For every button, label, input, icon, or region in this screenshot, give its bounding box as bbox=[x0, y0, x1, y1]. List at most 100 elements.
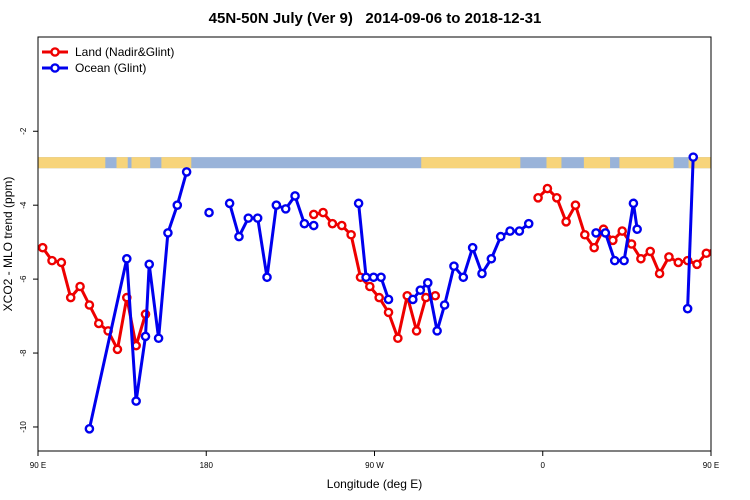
data-point bbox=[408, 294, 418, 305]
data-point bbox=[290, 191, 300, 201]
legend-item: Ocean (Glint) bbox=[42, 61, 146, 75]
data-point bbox=[664, 252, 674, 262]
data-point bbox=[580, 229, 590, 240]
y-tick-label: -4 bbox=[19, 201, 28, 209]
data-point bbox=[172, 200, 183, 210]
data-point bbox=[383, 307, 394, 318]
series-layer bbox=[38, 152, 738, 434]
data-point bbox=[361, 272, 371, 283]
data-point bbox=[495, 231, 506, 242]
legend-marker bbox=[50, 47, 60, 57]
data-point bbox=[327, 218, 338, 229]
data-point bbox=[439, 300, 450, 310]
data-point bbox=[84, 424, 95, 434]
data-point bbox=[589, 242, 599, 253]
data-point bbox=[688, 152, 699, 162]
data-point bbox=[600, 228, 611, 238]
data-point bbox=[376, 272, 386, 283]
map-land-segment bbox=[546, 157, 562, 169]
data-point bbox=[486, 253, 497, 264]
data-point bbox=[682, 303, 693, 314]
data-point bbox=[308, 220, 319, 231]
x-tick-label: 90 W bbox=[365, 461, 384, 470]
data-point bbox=[542, 183, 553, 194]
map-land-segment bbox=[131, 157, 151, 169]
data-point bbox=[421, 292, 431, 303]
x-tick-label: 180 bbox=[200, 461, 214, 470]
data-point bbox=[84, 300, 95, 310]
data-point bbox=[280, 204, 291, 214]
data-point bbox=[112, 344, 123, 355]
data-point bbox=[654, 268, 665, 279]
map-land-segment bbox=[688, 157, 711, 169]
data-point bbox=[144, 259, 155, 270]
series-land bbox=[38, 183, 738, 355]
data-point bbox=[617, 226, 628, 236]
data-point bbox=[353, 198, 364, 209]
data-point bbox=[336, 220, 347, 231]
series-line bbox=[228, 194, 314, 279]
data-point bbox=[65, 292, 76, 303]
data-point bbox=[591, 228, 601, 238]
map-land-segment bbox=[421, 157, 521, 169]
data-point bbox=[449, 261, 459, 271]
data-point bbox=[318, 207, 328, 218]
series-line bbox=[686, 157, 695, 309]
data-point bbox=[467, 242, 478, 253]
data-point bbox=[252, 213, 263, 223]
map-land-segment bbox=[38, 157, 106, 169]
world-map-strip bbox=[38, 157, 711, 169]
data-point bbox=[636, 253, 646, 264]
data-point bbox=[181, 167, 192, 177]
data-point bbox=[710, 246, 711, 249]
data-point bbox=[131, 396, 141, 406]
data-point bbox=[477, 268, 487, 279]
chart-title: 45N-50N July (Ver 9) 2014-09-06 to 2018-… bbox=[208, 10, 542, 27]
x-tick-label: 0 bbox=[541, 461, 546, 470]
data-point bbox=[628, 198, 639, 209]
data-point bbox=[140, 331, 151, 342]
data-point bbox=[374, 292, 384, 303]
data-point bbox=[93, 318, 104, 329]
data-point bbox=[673, 257, 684, 268]
legend-item: Land (Nadir&Glint) bbox=[42, 45, 174, 59]
map-land-segment bbox=[161, 157, 192, 169]
data-point bbox=[523, 218, 534, 229]
data-point bbox=[75, 281, 85, 292]
data-point bbox=[121, 253, 132, 264]
data-point bbox=[432, 326, 442, 336]
x-tick-label: 90 E bbox=[30, 461, 46, 470]
y-tick-label: -6 bbox=[19, 275, 28, 283]
map-land-segment bbox=[583, 157, 611, 169]
data-point bbox=[570, 200, 581, 210]
y-tick-label: -2 bbox=[19, 127, 28, 135]
x-axis: 90 E 180 90 W 0 90 E bbox=[30, 451, 719, 470]
legend-label: Land (Nadir&Glint) bbox=[75, 45, 174, 59]
data-point bbox=[308, 209, 319, 220]
data-point bbox=[411, 326, 422, 336]
data-point bbox=[234, 231, 244, 242]
data-point bbox=[619, 255, 629, 266]
x-axis-title: Longitude (deg E) bbox=[327, 477, 422, 491]
data-point bbox=[47, 255, 57, 266]
data-point bbox=[514, 226, 525, 236]
data-point bbox=[163, 228, 173, 238]
data-point bbox=[299, 218, 310, 229]
data-point bbox=[38, 242, 48, 253]
data-point bbox=[368, 272, 379, 283]
data-point bbox=[608, 235, 618, 246]
y-axis-title: XCO2 - MLO trend (ppm) bbox=[1, 177, 15, 312]
data-point bbox=[505, 226, 515, 236]
data-point bbox=[271, 200, 282, 210]
y-axis: -2 -4 -6 -8 -10 bbox=[19, 127, 38, 433]
y-tick-label: -8 bbox=[19, 349, 28, 357]
data-point bbox=[692, 259, 702, 270]
data-point bbox=[415, 285, 426, 296]
data-point bbox=[430, 290, 441, 301]
legend-label: Ocean (Glint) bbox=[75, 61, 146, 75]
series-line bbox=[537, 187, 711, 276]
series-ocean bbox=[84, 152, 699, 434]
data-point bbox=[731, 259, 738, 266]
data-point bbox=[701, 248, 711, 259]
series-line bbox=[87, 171, 189, 430]
